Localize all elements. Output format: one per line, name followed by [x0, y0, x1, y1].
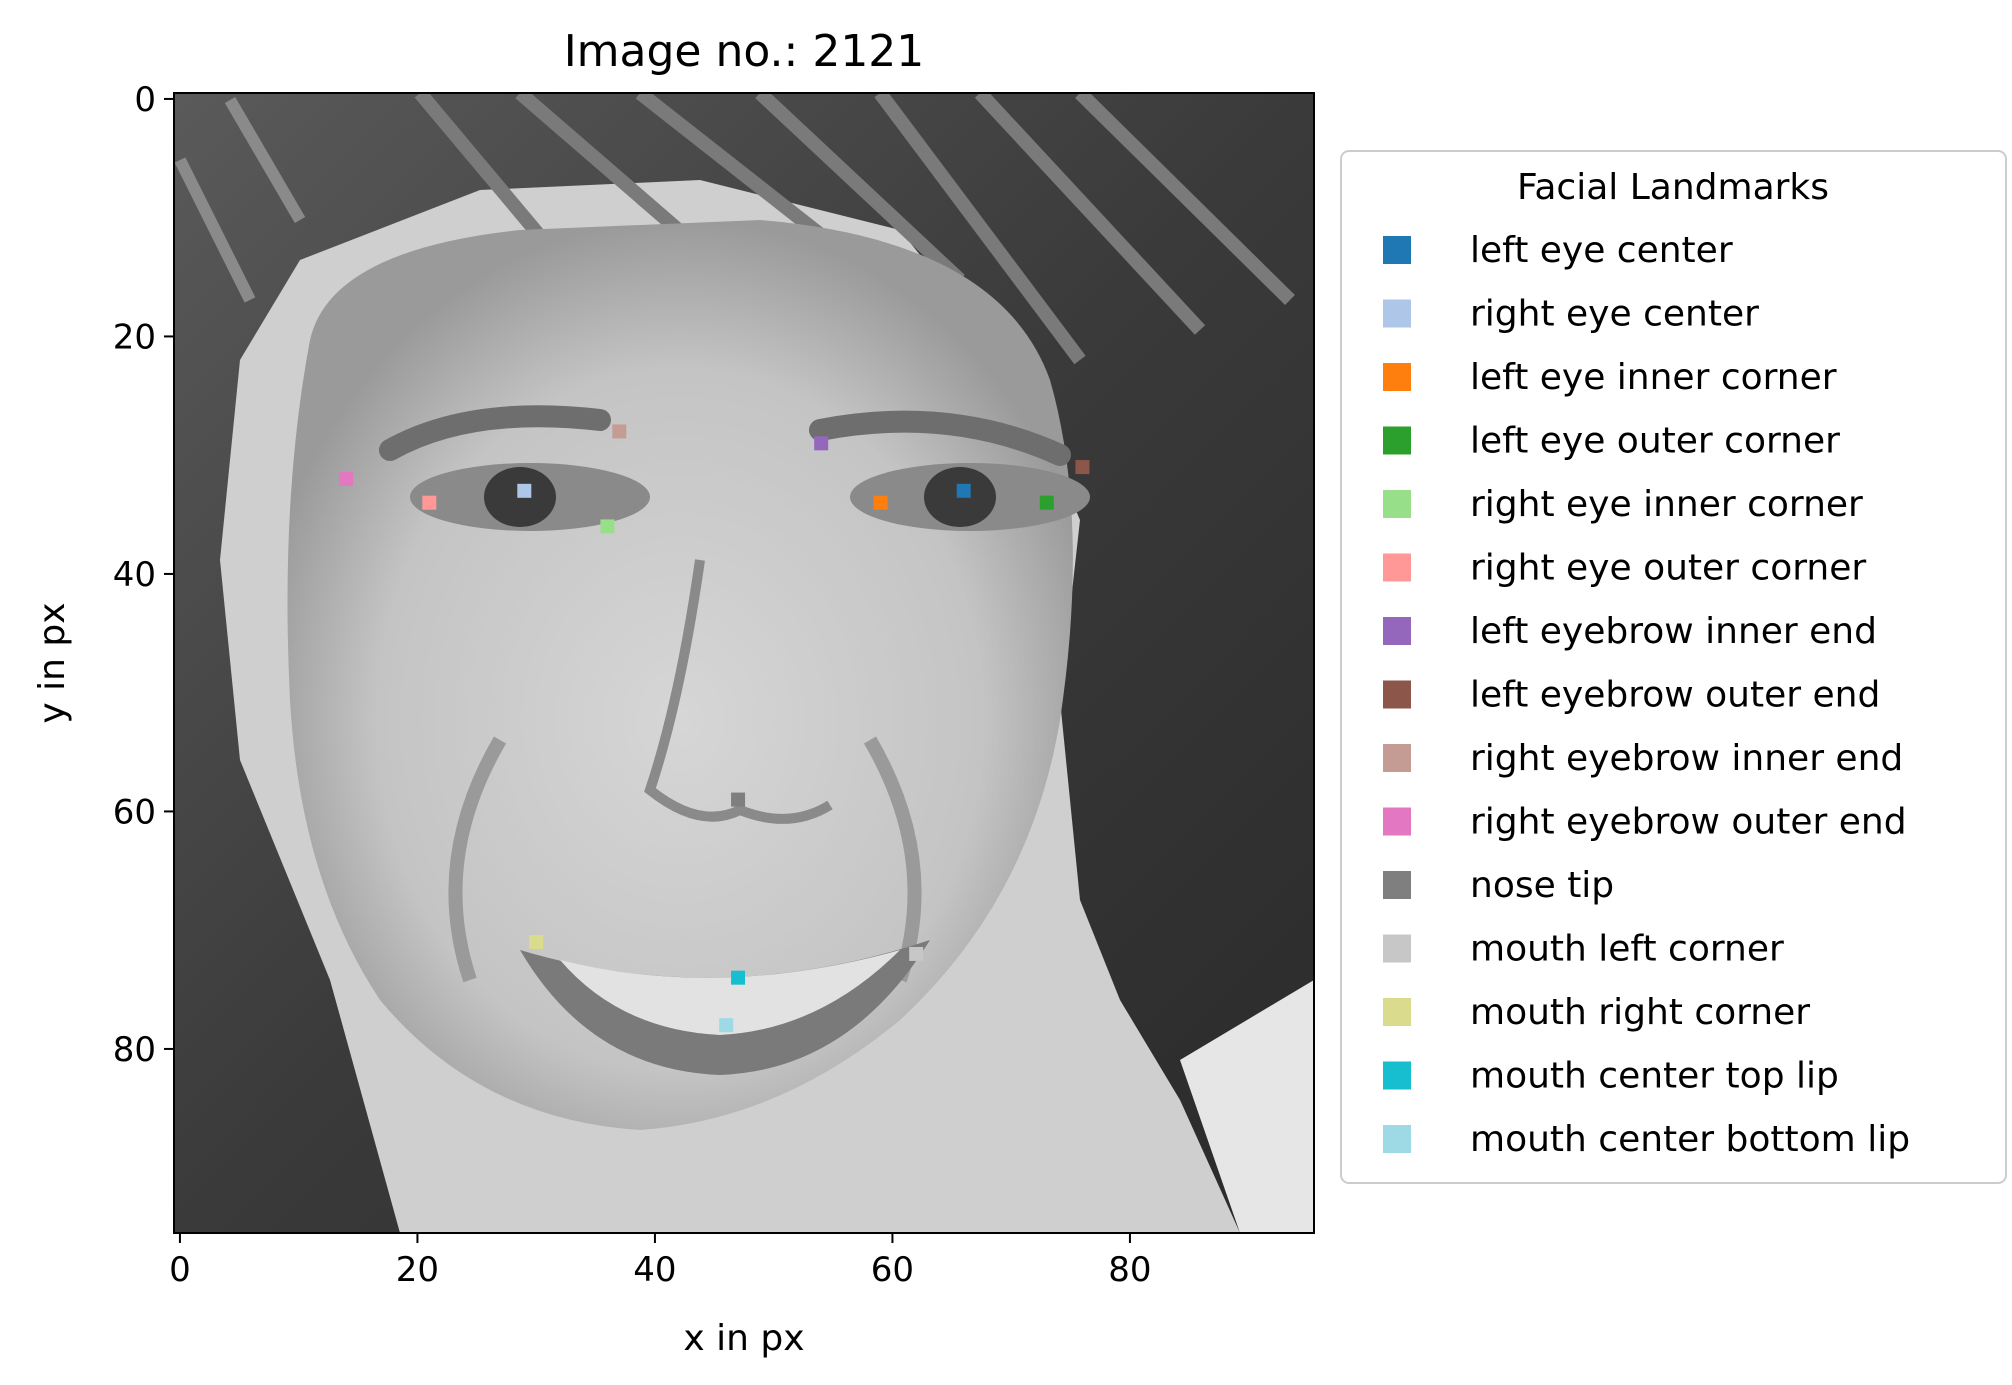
- legend-marker-mouth-left-corner: [1383, 934, 1411, 963]
- legend-label-mouth-right-corner: mouth right corner: [1470, 992, 1810, 1033]
- x-tick-label: 60: [871, 1250, 914, 1290]
- point-left-eye-center: [956, 483, 971, 498]
- legend-marker-mouth-right-corner: [1383, 998, 1411, 1026]
- legend-label-mouth-center-bottom-lip: mouth center bottom lip: [1470, 1119, 1910, 1160]
- point-left-eye-outer-corner: [1039, 495, 1054, 510]
- legend-marker-mouth-center-bottom-lip: [1383, 1125, 1411, 1153]
- y-tick-label: 80: [113, 1030, 156, 1070]
- legend-marker-right-eye-inner-corner: [1383, 490, 1411, 518]
- legend-label-right-eye-center: right eye center: [1470, 294, 1759, 335]
- legend-marker-left-eye-outer-corner: [1383, 426, 1411, 455]
- y-axis-ticks: 0 20 40 60 80: [113, 80, 174, 1070]
- legend-label-left-eyebrow-outer-end: left eyebrow outer end: [1470, 675, 1880, 716]
- point-right-eyebrow-outer-end: [339, 471, 354, 486]
- legend-marker-right-eye-outer-corner: [1383, 553, 1411, 582]
- legend-marker-left-eye-inner-corner: [1383, 363, 1411, 391]
- legend-marker-mouth-center-top-lip: [1383, 1061, 1411, 1090]
- chart-title: Image no.: 2121: [564, 26, 925, 77]
- point-mouth-left-corner: [909, 946, 924, 961]
- y-tick-label: 0: [134, 80, 156, 120]
- y-tick-label: 40: [113, 555, 156, 595]
- point-right-eye-outer-corner: [422, 495, 437, 510]
- point-mouth-right-corner: [529, 935, 544, 950]
- legend-label-right-eyebrow-outer-end: right eyebrow outer end: [1470, 802, 1907, 843]
- legend-label-left-eye-inner-corner: left eye inner corner: [1470, 357, 1837, 398]
- legend-label-nose-tip: nose tip: [1470, 865, 1614, 906]
- point-right-eye-inner-corner: [600, 519, 615, 534]
- face-photograph: [174, 93, 1314, 1233]
- point-left-eyebrow-inner-end: [814, 436, 829, 451]
- point-mouth-center-bottom-lip: [719, 1018, 734, 1033]
- point-right-eyebrow-inner-end: [612, 424, 627, 439]
- legend-label-mouth-center-top-lip: mouth center top lip: [1470, 1056, 1839, 1097]
- legend-label-left-eyebrow-inner-end: left eyebrow inner end: [1470, 611, 1877, 652]
- legend-marker-right-eye-center: [1383, 299, 1411, 328]
- point-mouth-center-top-lip: [731, 970, 746, 985]
- legend-marker-right-eyebrow-inner-end: [1383, 744, 1411, 772]
- x-tick-label: 80: [1108, 1250, 1151, 1290]
- x-tick-label: 0: [169, 1250, 191, 1290]
- legend-label-mouth-left-corner: mouth left corner: [1470, 929, 1784, 970]
- x-tick-label: 20: [396, 1250, 439, 1290]
- legend-label-right-eye-outer-corner: right eye outer corner: [1470, 548, 1866, 589]
- landmark-points: [339, 424, 1090, 1033]
- legend-box: [1340, 150, 2007, 1184]
- point-right-eye-center: [517, 483, 532, 498]
- legend-label-right-eye-inner-corner: right eye inner corner: [1470, 484, 1863, 525]
- point-left-eye-inner-corner: [873, 495, 888, 510]
- point-left-eyebrow-outer-end: [1075, 460, 1090, 475]
- legend-marker-nose-tip: [1383, 871, 1411, 899]
- y-tick-label: 20: [113, 317, 156, 357]
- legend-marker-right-eyebrow-outer-end: [1383, 807, 1411, 836]
- legend-label-left-eye-outer-corner: left eye outer corner: [1470, 421, 1840, 462]
- x-axis-label: x in px: [683, 1318, 804, 1359]
- legend-label-left-eye-center: left eye center: [1470, 230, 1733, 271]
- x-axis-ticks: 0 20 40 60 80: [169, 1233, 1152, 1290]
- legend-label-right-eyebrow-inner-end: right eyebrow inner end: [1470, 738, 1903, 779]
- legend-marker-left-eye-center: [1383, 236, 1411, 264]
- legend-title: Facial Landmarks: [1517, 167, 1829, 208]
- legend: Facial Landmarks left eye center right ey…: [1340, 150, 2007, 1184]
- legend-entries: left eye center right eye center left eye …: [1383, 230, 1910, 1160]
- point-nose-tip: [731, 792, 746, 807]
- y-axis-label: y in px: [32, 602, 73, 723]
- legend-marker-left-eyebrow-outer-end: [1383, 680, 1411, 709]
- x-tick-label: 40: [633, 1250, 676, 1290]
- legend-marker-left-eyebrow-inner-end: [1383, 617, 1411, 645]
- y-tick-label: 60: [113, 792, 156, 832]
- plot-frame: [173, 92, 1315, 1234]
